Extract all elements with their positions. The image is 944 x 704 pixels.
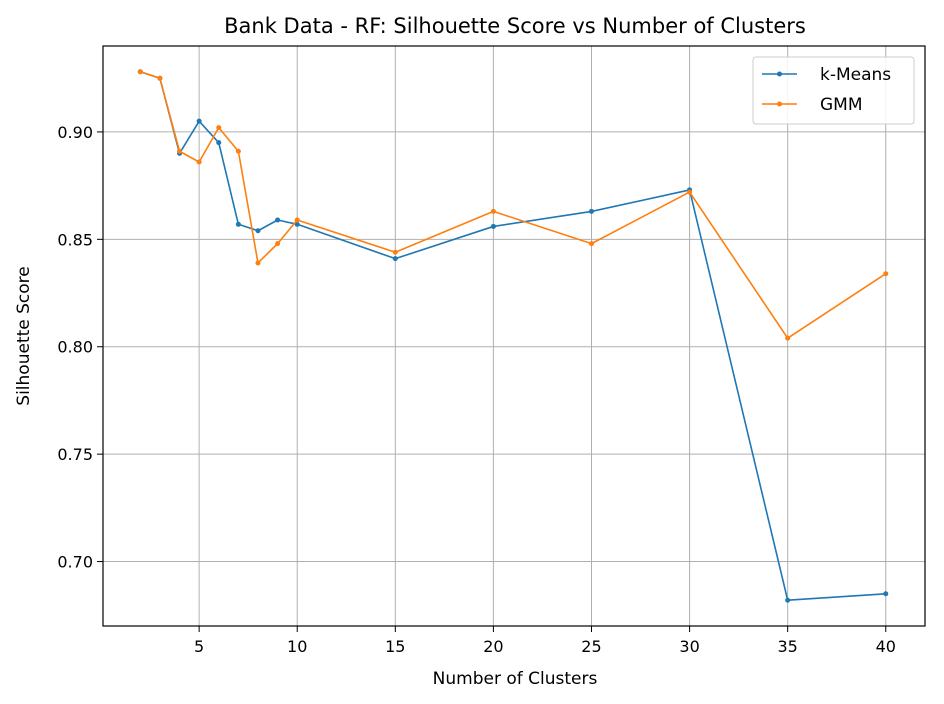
legend-marker-k-means: [777, 71, 782, 77]
data-point-gmm: [157, 75, 163, 81]
data-point-k-means: [883, 591, 889, 597]
data-point-gmm: [687, 189, 693, 195]
plot-area: [137, 69, 889, 603]
data-point-k-means: [294, 221, 300, 227]
x-tick-label: 20: [483, 637, 503, 656]
axes-frame: [102, 45, 926, 627]
data-point-k-means: [235, 221, 241, 227]
x-tick-label: 10: [287, 637, 307, 656]
grid: [103, 46, 925, 626]
x-tick-label: 30: [679, 637, 699, 656]
data-point-gmm: [294, 217, 300, 223]
legend-label-gmm: GMM: [820, 95, 863, 115]
legend-marker-gmm: [777, 101, 782, 107]
data-point-gmm: [177, 148, 183, 154]
x-tick-label: 15: [385, 637, 405, 656]
y-tick-label: 0.85: [57, 230, 93, 249]
axis-ticks: 5 10 15 20 25 30 35 40 0.70 0.75 0.80 0.85 0.90: [57, 123, 896, 656]
data-point-k-means: [588, 208, 594, 214]
y-axis-label: Silhouette Score: [14, 266, 34, 405]
x-tick-label: 35: [777, 637, 797, 656]
y-tick-label: 0.75: [57, 445, 93, 464]
data-point-gmm: [588, 241, 594, 247]
data-point-gmm: [235, 148, 241, 154]
y-tick-label: 0.90: [57, 123, 93, 142]
x-tick-label: 5: [194, 637, 204, 656]
data-point-k-means: [275, 217, 281, 223]
data-point-gmm: [137, 69, 143, 75]
legend: k-Means GMM: [752, 56, 915, 125]
x-tick-label: 25: [581, 637, 601, 656]
data-point-gmm: [196, 159, 202, 165]
data-point-gmm: [216, 125, 222, 131]
data-point-k-means: [785, 597, 791, 603]
data-point-gmm: [255, 260, 261, 266]
x-axis-label: Number of Clusters: [433, 669, 598, 689]
data-point-k-means: [216, 140, 222, 146]
data-point-gmm: [275, 241, 281, 247]
data-point-gmm: [392, 249, 398, 255]
chart-title: Bank Data - RF: Silhouette Score vs Numb…: [224, 14, 806, 38]
data-point-k-means: [392, 256, 398, 262]
x-tick-label: 40: [876, 637, 896, 656]
legend-label-k-means: k-Means: [820, 65, 891, 85]
data-point-k-means: [490, 223, 496, 229]
data-point-k-means: [196, 118, 202, 124]
y-tick-label: 0.80: [57, 338, 93, 357]
data-point-gmm: [883, 271, 889, 277]
data-point-gmm: [490, 208, 496, 214]
data-point-k-means: [255, 228, 261, 234]
y-tick-label: 0.70: [57, 553, 93, 572]
data-point-gmm: [785, 335, 791, 341]
